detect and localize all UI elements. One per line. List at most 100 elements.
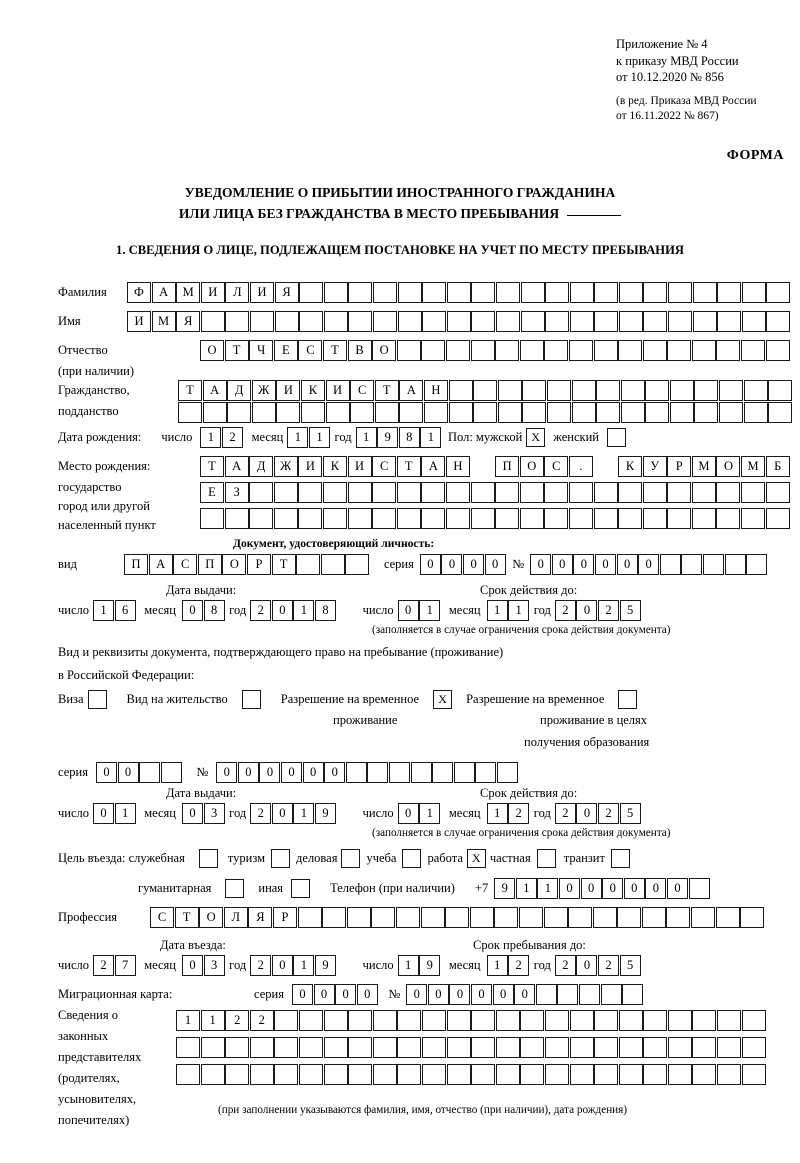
comb-cell[interactable]: 0 [551,554,573,575]
comb-cell[interactable] [397,1064,422,1085]
comb-cell[interactable] [471,282,496,303]
comb-cell[interactable] [668,282,693,303]
comb-cell[interactable] [372,508,397,529]
grazhdanstvo-cells-row2[interactable] [178,402,793,423]
comb-cell[interactable] [446,1064,471,1085]
comb-cell[interactable] [544,1064,569,1085]
comb-cell[interactable]: 0 [616,554,638,575]
comb-cell[interactable] [600,984,622,1005]
birthplace-cells-3[interactable] [200,508,790,529]
comb-cell[interactable]: Ж [251,380,276,401]
comb-cell[interactable] [322,482,347,503]
comb-cell[interactable] [225,1037,250,1058]
comb-cell[interactable]: Т [322,340,347,361]
comb-cell[interactable]: 5 [619,955,641,976]
comb-cell[interactable] [347,508,372,529]
checkbox-gumanitarnaya[interactable] [225,879,245,898]
comb-cell[interactable] [620,380,645,401]
comb-cell[interactable] [495,282,520,303]
comb-cell[interactable] [694,402,719,423]
representatives-cells-2[interactable] [176,1037,766,1058]
comb-cell[interactable]: Я [176,311,201,332]
comb-cell[interactable]: 2 [93,955,115,976]
comb-cell[interactable] [765,340,790,361]
comb-cell[interactable]: 0 [313,984,335,1005]
comb-cell[interactable]: 2 [598,955,620,976]
comb-cell[interactable] [618,508,643,529]
comb-cell[interactable] [345,554,370,575]
comb-cell[interactable]: М [151,311,176,332]
comb-cell[interactable]: 8 [398,427,420,448]
comb-cell[interactable]: 1 [486,600,508,621]
checkbox-tranzit[interactable] [610,849,630,868]
comb-cell[interactable] [446,282,471,303]
comb-cell[interactable] [569,282,594,303]
comb-cell[interactable] [544,1010,569,1031]
comb-cell[interactable]: 2 [250,803,272,824]
comb-cell[interactable] [139,762,161,783]
comb-cell[interactable]: И [276,380,301,401]
comb-cell[interactable] [741,1037,766,1058]
comb-cell[interactable] [202,402,227,423]
comb-cell[interactable] [348,311,373,332]
comb-cell[interactable] [471,1010,496,1031]
comb-cell[interactable] [724,554,746,575]
comb-cell[interactable] [667,482,692,503]
comb-cell[interactable] [249,1037,274,1058]
comb-cell[interactable]: М [691,456,716,477]
comb-cell[interactable] [389,762,411,783]
comb-cell[interactable]: К [300,380,325,401]
comb-cell[interactable]: А [151,282,176,303]
comb-cell[interactable] [432,762,454,783]
comb-cell[interactable]: 1 [93,600,115,621]
comb-cell[interactable] [666,907,691,928]
comb-cell[interactable]: 1 [537,878,559,899]
comb-cell[interactable] [421,340,446,361]
comb-cell[interactable] [702,554,724,575]
comb-cell[interactable] [593,340,618,361]
comb-cell[interactable]: 1 [287,427,309,448]
comb-cell[interactable]: И [298,456,323,477]
comb-cell[interactable]: С [544,456,569,477]
comb-cell[interactable] [299,311,324,332]
comb-cell[interactable] [691,482,716,503]
comb-cell[interactable] [445,482,470,503]
representatives-cells-3[interactable] [176,1064,766,1085]
comb-cell[interactable] [200,1037,225,1058]
comb-cell[interactable] [495,508,520,529]
comb-cell[interactable] [176,1064,200,1085]
comb-cell[interactable] [692,282,717,303]
comb-cell[interactable] [520,1010,545,1031]
checkbox-rabota[interactable]: X [466,849,486,868]
comb-cell[interactable] [297,907,322,928]
comb-cell[interactable] [522,380,547,401]
comb-cell[interactable] [557,984,579,1005]
comb-cell[interactable]: Я [248,907,273,928]
comb-cell[interactable] [346,907,371,928]
comb-cell[interactable]: В [347,340,372,361]
comb-cell[interactable] [495,340,520,361]
comb-cell[interactable] [543,907,568,928]
comb-cell[interactable] [397,1037,422,1058]
comb-cell[interactable] [471,1037,496,1058]
checkbox-viza[interactable] [87,690,107,709]
comb-cell[interactable] [420,907,445,928]
comb-cell[interactable] [298,508,323,529]
comb-cell[interactable] [618,311,643,332]
checkbox-rvp[interactable]: X [433,690,453,709]
